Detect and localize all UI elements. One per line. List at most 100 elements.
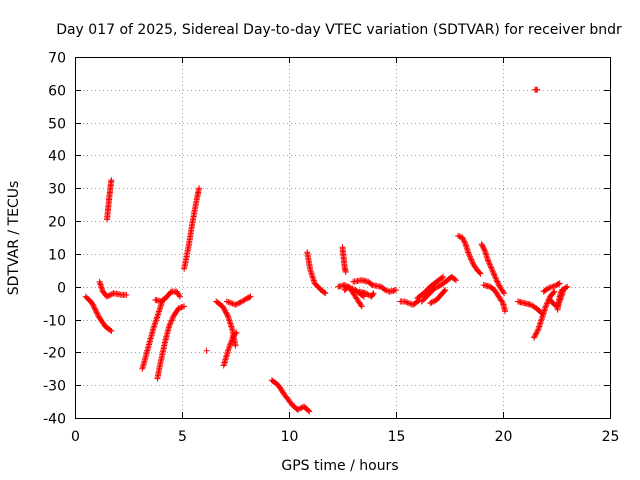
data-point bbox=[225, 346, 232, 353]
data-point bbox=[543, 302, 550, 308]
data-segment bbox=[480, 282, 509, 315]
data-point bbox=[485, 257, 491, 264]
data-segment bbox=[478, 241, 508, 297]
data-point bbox=[358, 303, 365, 310]
y-tick-label: 40 bbox=[48, 149, 66, 165]
data-segment bbox=[532, 86, 541, 93]
data-point bbox=[451, 276, 458, 283]
data-point bbox=[305, 407, 312, 414]
data-marks bbox=[82, 86, 571, 415]
data-point bbox=[480, 245, 487, 251]
data-point bbox=[434, 284, 441, 291]
data-point bbox=[232, 301, 239, 308]
data-point bbox=[485, 258, 492, 265]
data-point bbox=[225, 299, 232, 305]
data-point bbox=[92, 306, 99, 313]
data-segment bbox=[427, 287, 449, 307]
data-point bbox=[489, 268, 496, 275]
data-segment bbox=[304, 249, 329, 297]
data-point bbox=[468, 257, 475, 264]
data-point bbox=[168, 317, 175, 324]
data-point bbox=[542, 303, 549, 310]
data-point bbox=[467, 253, 473, 260]
y-tick-label: 0 bbox=[57, 281, 66, 297]
data-point bbox=[440, 273, 447, 280]
x-tick-label: 5 bbox=[178, 429, 187, 445]
data-point bbox=[477, 270, 484, 277]
data-point bbox=[233, 329, 240, 336]
x-tick-label: 15 bbox=[388, 429, 406, 445]
y-tick-label: 30 bbox=[48, 182, 66, 198]
data-point bbox=[403, 299, 409, 305]
data-point bbox=[489, 267, 496, 274]
data-point bbox=[465, 250, 472, 257]
data-segment bbox=[104, 177, 115, 223]
y-tick-label: -30 bbox=[43, 379, 66, 395]
data-point bbox=[493, 275, 499, 282]
data-point bbox=[460, 237, 467, 244]
data-point bbox=[295, 406, 302, 413]
data-point bbox=[431, 285, 438, 292]
data-point bbox=[487, 263, 494, 270]
data-segment bbox=[540, 280, 563, 295]
data-point bbox=[432, 284, 439, 291]
data-point bbox=[169, 316, 176, 323]
data-point bbox=[176, 292, 183, 299]
data-point bbox=[563, 284, 570, 291]
data-segment bbox=[341, 283, 365, 310]
data-point bbox=[460, 235, 466, 242]
data-segment bbox=[268, 377, 313, 415]
data-point bbox=[439, 274, 445, 281]
data-point bbox=[369, 291, 376, 298]
data-point bbox=[547, 284, 554, 291]
data-point bbox=[452, 277, 459, 284]
data-point bbox=[486, 261, 493, 268]
data-point bbox=[459, 234, 466, 241]
y-tick-label: 20 bbox=[48, 215, 66, 231]
data-segment bbox=[350, 277, 399, 295]
data-point bbox=[442, 287, 449, 293]
x-axis-label: GPS time / hours bbox=[281, 458, 398, 474]
data-point bbox=[427, 300, 434, 307]
data-point bbox=[556, 280, 563, 287]
data-point bbox=[466, 252, 473, 259]
data-point bbox=[479, 243, 486, 250]
data-point bbox=[533, 330, 540, 337]
data-point bbox=[166, 321, 173, 328]
data-segment bbox=[554, 283, 571, 313]
data-point bbox=[176, 293, 183, 300]
data-point bbox=[90, 302, 97, 309]
data-point bbox=[495, 281, 502, 288]
data-point bbox=[491, 271, 498, 278]
data-point bbox=[481, 246, 488, 253]
data-point bbox=[232, 330, 239, 337]
data-point bbox=[94, 310, 101, 317]
data-point bbox=[490, 270, 497, 277]
data-point bbox=[467, 255, 474, 262]
data-point bbox=[488, 264, 495, 271]
data-point bbox=[297, 405, 304, 412]
y-tick-label: -20 bbox=[43, 346, 66, 362]
data-point bbox=[89, 300, 96, 307]
data-point bbox=[461, 239, 468, 246]
data-point bbox=[441, 288, 448, 294]
data-point bbox=[534, 327, 541, 334]
data-point bbox=[228, 300, 235, 307]
x-tick-label: 20 bbox=[495, 429, 513, 445]
grid-lines bbox=[75, 57, 610, 418]
data-point bbox=[89, 301, 96, 308]
data-point bbox=[533, 329, 540, 336]
data-point bbox=[247, 293, 254, 300]
data-point bbox=[494, 279, 501, 286]
data-point bbox=[544, 300, 550, 307]
data-segment bbox=[139, 296, 166, 372]
data-point bbox=[501, 290, 508, 297]
data-point bbox=[555, 281, 562, 287]
data-point bbox=[476, 269, 483, 276]
y-axis-label: SDTVAR / TECUs bbox=[6, 181, 22, 296]
data-point bbox=[181, 303, 188, 310]
data-segment bbox=[154, 303, 188, 382]
data-point bbox=[478, 241, 485, 248]
data-point bbox=[534, 86, 541, 93]
data-point bbox=[382, 287, 389, 293]
